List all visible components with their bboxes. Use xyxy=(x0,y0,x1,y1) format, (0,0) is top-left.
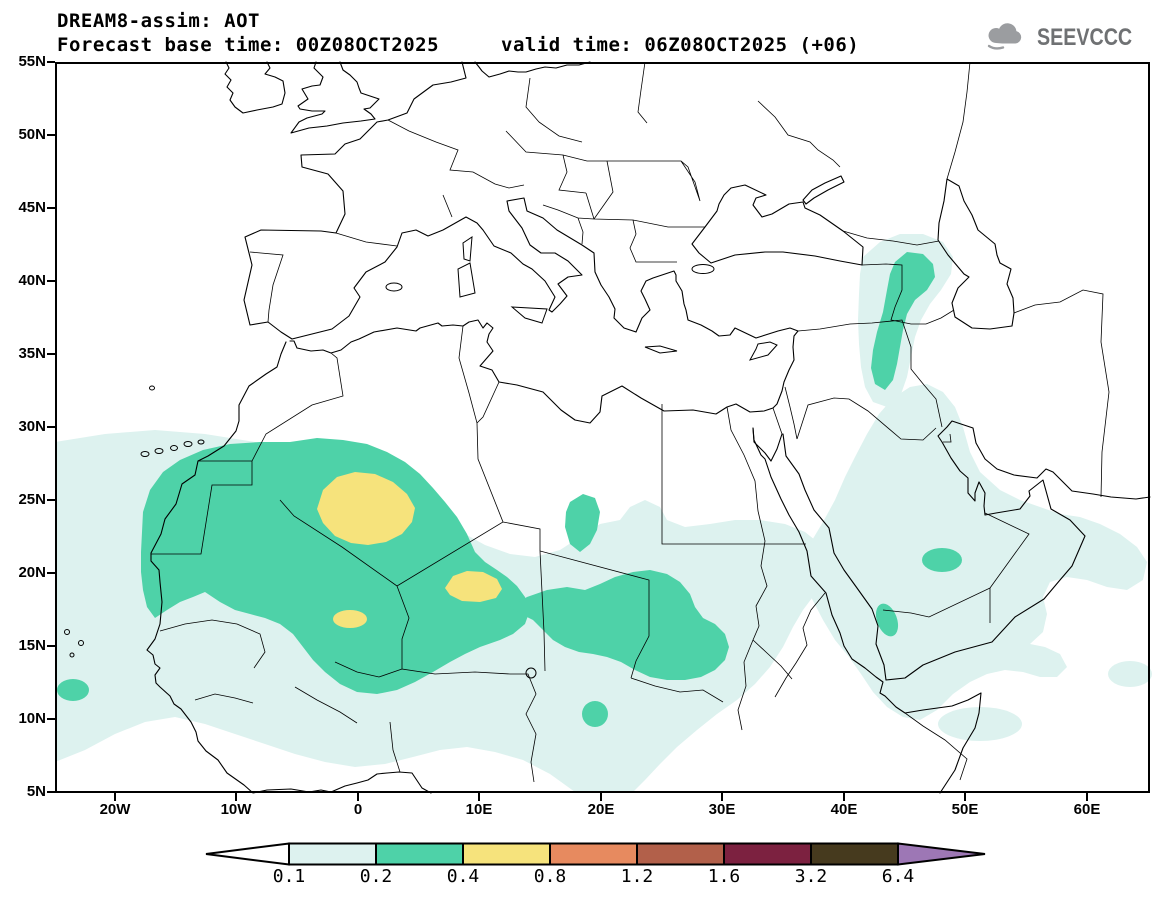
borders-africa xyxy=(151,325,968,783)
colorbar-segment-02-04 xyxy=(375,842,464,866)
page-title: DREAM8-assim: AOT xyxy=(57,10,260,32)
valid-time: valid time: 06Z08OCT2025 (+06) xyxy=(501,34,860,56)
borders-middle-east xyxy=(772,230,1110,623)
lon-tick-label: 50E xyxy=(951,801,979,818)
colorbar-label: 6.4 xyxy=(881,866,915,887)
colorbar-segment-16-32 xyxy=(723,842,812,866)
colorbar-label: 1.2 xyxy=(620,866,654,887)
colorbar-label: 0.4 xyxy=(446,866,480,887)
subtitle: Forecast base time: 00Z08OCT2025 valid ti… xyxy=(57,34,859,56)
lon-tick-label: 0 xyxy=(353,801,363,818)
lat-tick-label: 55N xyxy=(18,53,46,70)
lon-tick-label: 20W xyxy=(99,801,131,818)
seevccc-logo: SEEVCCC xyxy=(981,20,1153,56)
borders-europe xyxy=(249,61,971,323)
nile-river xyxy=(726,406,793,731)
cloud-icon xyxy=(981,20,1031,56)
colorbar-segment-12-16 xyxy=(636,842,725,866)
lat-tick-label: 25N xyxy=(18,491,46,508)
contour-layer-aot-04-08 xyxy=(317,472,502,628)
colorbar xyxy=(205,842,986,866)
islands xyxy=(64,236,778,679)
colorbar-label: 0.1 xyxy=(272,866,306,887)
lat-tick-label: 30N xyxy=(18,418,46,435)
map-plot xyxy=(47,61,1152,801)
lat-tick-label: 50N xyxy=(18,126,46,143)
colorbar-arrow-below xyxy=(205,842,290,866)
logo-text: SEEVCCC xyxy=(1036,24,1133,51)
colorbar-segment-08-12 xyxy=(549,842,638,866)
colorbar-label: 1.6 xyxy=(707,866,741,887)
lon-tick-label: 10W xyxy=(220,801,252,818)
colorbar-segment-04-08 xyxy=(462,842,551,866)
lat-tick-label: 40N xyxy=(18,272,46,289)
colorbar-label: 3.2 xyxy=(794,866,828,887)
forecast-base-time: Forecast base time: 00Z08OCT2025 xyxy=(57,34,440,56)
contour-layer-aot-02-04 xyxy=(57,252,962,727)
lon-tick-label: 60E xyxy=(1073,801,1101,818)
colorbar-arrow-above xyxy=(897,842,986,866)
colorbar-segment-01-02 xyxy=(288,842,377,866)
lat-tick-label: 45N xyxy=(18,199,46,216)
lat-tick-label: 10N xyxy=(18,710,46,727)
map-frame xyxy=(55,62,1150,793)
lat-tick-label: 15N xyxy=(18,637,46,654)
colorbar-segment-32-64 xyxy=(810,842,899,866)
colorbar-label: 0.8 xyxy=(533,866,567,887)
lon-tick-label: 20E xyxy=(587,801,615,818)
lon-tick-label: 10E xyxy=(465,801,493,818)
lat-tick-label: 35N xyxy=(18,345,46,362)
lat-tick-label: 5N xyxy=(26,783,46,800)
lat-tick-label: 20N xyxy=(18,564,46,581)
lon-tick-label: 30E xyxy=(708,801,736,818)
lon-tick-label: 40E xyxy=(830,801,858,818)
colorbar-label: 0.2 xyxy=(359,866,393,887)
axis-ticks xyxy=(47,61,1088,801)
